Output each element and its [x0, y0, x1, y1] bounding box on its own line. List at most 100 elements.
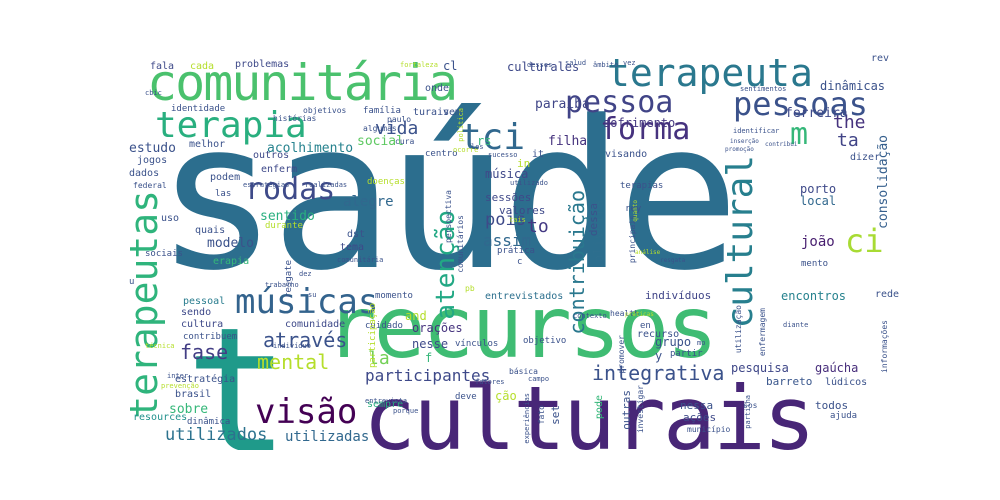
word-diante: diante [783, 321, 809, 329]
word-integrativa: integrativa [592, 361, 725, 385]
word-promover: promover [617, 335, 626, 374]
word-to: to [527, 216, 549, 237]
word-las: las [215, 189, 232, 199]
word-encontros: encontros [781, 289, 847, 303]
word-nesse: nesse [412, 337, 449, 351]
word-pesquisa: pesquisa [731, 361, 789, 375]
word-ferreira: ferreira [785, 106, 848, 121]
word-porto: porto [800, 182, 837, 196]
word-outros: outros [253, 150, 290, 161]
word-consolidacao: consolidação [876, 135, 891, 229]
word-durante: durante [265, 221, 303, 231]
word-in: in [517, 157, 531, 170]
word-prevencao: prevenção [161, 382, 199, 390]
word-filha: filha [548, 134, 588, 149]
word-insercao: inserção [730, 138, 759, 145]
word-centro: centro [425, 149, 458, 159]
word-y: y [655, 349, 663, 363]
word-musicas: músicas [235, 282, 379, 322]
word-estrategia: estratégia [175, 374, 236, 385]
word-erapia: erapia [213, 256, 250, 267]
word-utilizado: utilizado [510, 179, 548, 187]
word-terapeuta: terapeuta [607, 51, 813, 95]
word-politica: política [457, 108, 465, 142]
word-deve: deve [455, 392, 477, 402]
word-comunitaria-small: comunitária [337, 256, 384, 264]
word-ta: ta [837, 130, 859, 151]
word-tema: tema [340, 242, 365, 253]
word-vida: vida [375, 118, 419, 139]
word-melhor: melhor [189, 139, 226, 150]
word-sobre: sobre [169, 402, 209, 417]
word-acolhimento: acolhimento [267, 141, 354, 156]
word-investigar: investigar [636, 385, 645, 434]
word-momento: momento [375, 291, 413, 301]
word-ocorre: ocorre [453, 146, 479, 154]
word-vem: vem [443, 107, 462, 118]
word-gaucha: gaúcha [815, 361, 859, 375]
word-quais: quais [195, 225, 226, 236]
word-dst: dst [347, 229, 366, 240]
word-c: c [517, 257, 523, 267]
word-la: la [368, 348, 390, 369]
word-redes: redes [875, 289, 900, 300]
word-realizadas: realizadas [305, 181, 348, 189]
word-mental: mental [257, 350, 330, 374]
word-mo: mo [697, 339, 706, 347]
word-ludicos: lúdicos [825, 377, 868, 388]
word-rs: rs [477, 134, 492, 148]
word-praticas: práticas [625, 311, 654, 318]
word-todos: todos [815, 399, 849, 412]
word-problemas: problemas [235, 59, 290, 70]
word-inter: inter [167, 372, 189, 380]
word-atraves: através [263, 328, 348, 352]
word-podem: podem [210, 172, 241, 183]
word-saude: saúde [155, 78, 740, 316]
word-sentimentos: sentimentos [740, 85, 787, 93]
word-cbic: cbic [145, 89, 162, 97]
word-estrategias: estratégias [243, 181, 290, 189]
word-cura: cura [395, 137, 415, 146]
word-nessa: nessa [680, 399, 714, 412]
word-experiencias: experiências [523, 393, 531, 444]
word-dinamicas: dinâmicas [820, 79, 886, 93]
word-tecnica: técnica [145, 342, 175, 350]
word-it: it [532, 149, 545, 160]
word-f: f [425, 351, 433, 365]
word-culturales: culturales [507, 60, 580, 74]
word-fatores: fatores [475, 378, 505, 386]
word-utilizados: utilizados [165, 425, 268, 445]
word-cultura: cultura [181, 319, 224, 330]
word-sentido: sentido [260, 209, 315, 224]
word-the: the [833, 112, 866, 133]
word-fase: fase [180, 340, 229, 364]
word-visao: visão [255, 392, 358, 432]
word-grupo: grupo [655, 335, 692, 349]
word-estudo: estudo [129, 141, 176, 156]
word-sendo: sendo [181, 307, 212, 318]
word-contribui: contribui [765, 141, 798, 148]
word-campo: campo [528, 375, 550, 383]
word-tci: tci [460, 117, 526, 158]
word-uso: uso [161, 213, 180, 224]
word-terapias: terapias [620, 181, 664, 191]
word-municipio: município [687, 425, 731, 434]
word-cl: cl [443, 59, 458, 73]
word-valores: valores [499, 204, 546, 217]
word-outras: outras [620, 390, 633, 430]
word-dinamica: dinâmica [187, 417, 231, 427]
word-tais: tais [509, 216, 526, 224]
word-fala: fala [150, 61, 175, 72]
word-individuos: indivíduos [645, 289, 712, 302]
word-pessoa: pessoa [565, 85, 674, 120]
word-sofrimento: sofrimento [603, 116, 676, 130]
word-jogos: jogos [137, 155, 168, 166]
word-recursos: recursos [325, 278, 718, 378]
word-set: set [549, 405, 562, 425]
word-terapeutas: terapeutas [125, 190, 166, 419]
word-individuo: indivíduo [273, 342, 311, 350]
word-historias: histórias [273, 114, 317, 123]
word-objetivos: objetivos [303, 106, 347, 115]
word-health: health [610, 309, 639, 318]
word-contexto: contexto [573, 312, 607, 320]
